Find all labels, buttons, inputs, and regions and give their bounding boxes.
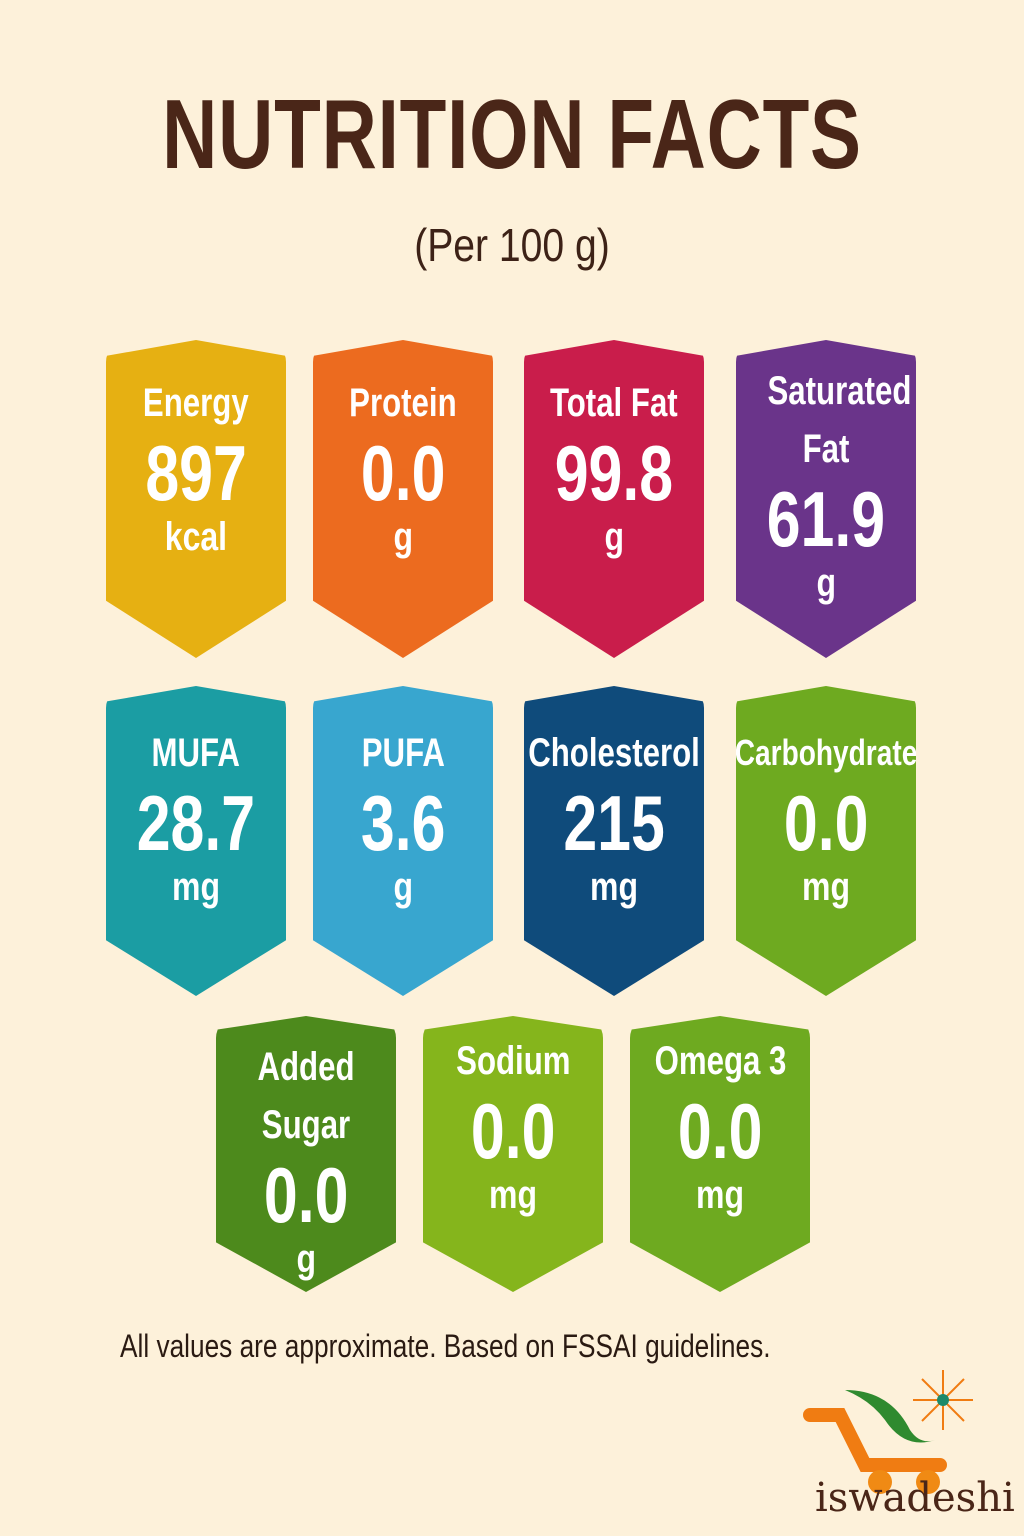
nutrient-value: 0.0	[360, 429, 446, 517]
footnote: All values are approximate. Based on FSS…	[120, 1328, 771, 1364]
nutrient-unit: mg	[489, 1173, 537, 1217]
nutrient-label: Energy	[143, 381, 249, 425]
nutrient-badge-cholesterol: Cholesterol 215 mg	[524, 686, 704, 996]
nutrient-label: Protein	[349, 381, 457, 425]
nutrient-label: Omega 3	[654, 1039, 786, 1083]
nutrient-unit: mg	[696, 1173, 744, 1217]
nutrient-value: 0.0	[263, 1151, 349, 1239]
nutrient-unit: mg	[802, 865, 850, 909]
nutrient-unit: g	[816, 561, 836, 605]
nutrient-label: Carbohydrate	[734, 732, 918, 773]
nutrient-badge-pufa: PUFA 3.6 g	[313, 686, 493, 996]
nutrient-badge-energy: Energy 897 kcal	[106, 340, 286, 658]
cart-logo-icon	[803, 1370, 973, 1494]
nutrient-value: 28.7	[136, 779, 256, 867]
nutrient-label: MUFA	[151, 731, 241, 775]
nutrient-label: Cholesterol	[528, 731, 700, 775]
nutrient-unit: mg	[590, 865, 638, 909]
nutrient-value: 61.9	[766, 475, 886, 563]
nutrient-label: Saturated Fat	[767, 369, 912, 471]
page-subtitle: (Per 100 g)	[414, 219, 610, 271]
nutrient-value: 897	[145, 429, 247, 517]
nutrient-unit: mg	[172, 865, 220, 909]
nutrient-badge-added-sugar: Added Sugar 0.0 g	[216, 1016, 396, 1292]
nutrient-unit: g	[393, 865, 413, 909]
nutrient-unit: g	[296, 1237, 316, 1281]
brand-name: iswadeshi	[815, 1475, 1015, 1521]
nutrient-badge-omega-3: Omega 3 0.0 mg	[630, 1016, 810, 1292]
nutrient-badge-saturated-fat: Saturated Fat 61.9 g	[736, 340, 916, 658]
nutrient-value: 99.8	[554, 429, 674, 517]
nutrient-badge-carbohydrate: Carbohydrate 0.0 mg	[736, 686, 916, 996]
nutrient-label: Total Fat	[550, 381, 678, 425]
nutrient-badge-protein: Protein 0.0 g	[313, 340, 493, 658]
page-title: NUTRITION FACTS	[162, 79, 862, 189]
nutrient-label: PUFA	[361, 731, 445, 775]
nutrient-badge-sodium: Sodium 0.0 mg	[423, 1016, 603, 1292]
nutrient-badge-total-fat: Total Fat 99.8 g	[524, 340, 704, 658]
nutrient-badge-mufa: MUFA 28.7 mg	[106, 686, 286, 996]
nutrient-label: Added Sugar	[257, 1045, 355, 1147]
nutrient-value: 0.0	[677, 1087, 763, 1175]
nutrient-label: Sodium	[455, 1039, 571, 1083]
nutrient-value: 215	[563, 779, 665, 867]
nutrient-unit: g	[604, 515, 624, 559]
nutrient-value: 3.6	[360, 779, 446, 867]
nutrient-value: 0.0	[783, 779, 869, 867]
nutrient-unit: kcal	[164, 515, 228, 559]
nutrient-value: 0.0	[470, 1087, 556, 1175]
nutrient-unit: g	[393, 515, 413, 559]
